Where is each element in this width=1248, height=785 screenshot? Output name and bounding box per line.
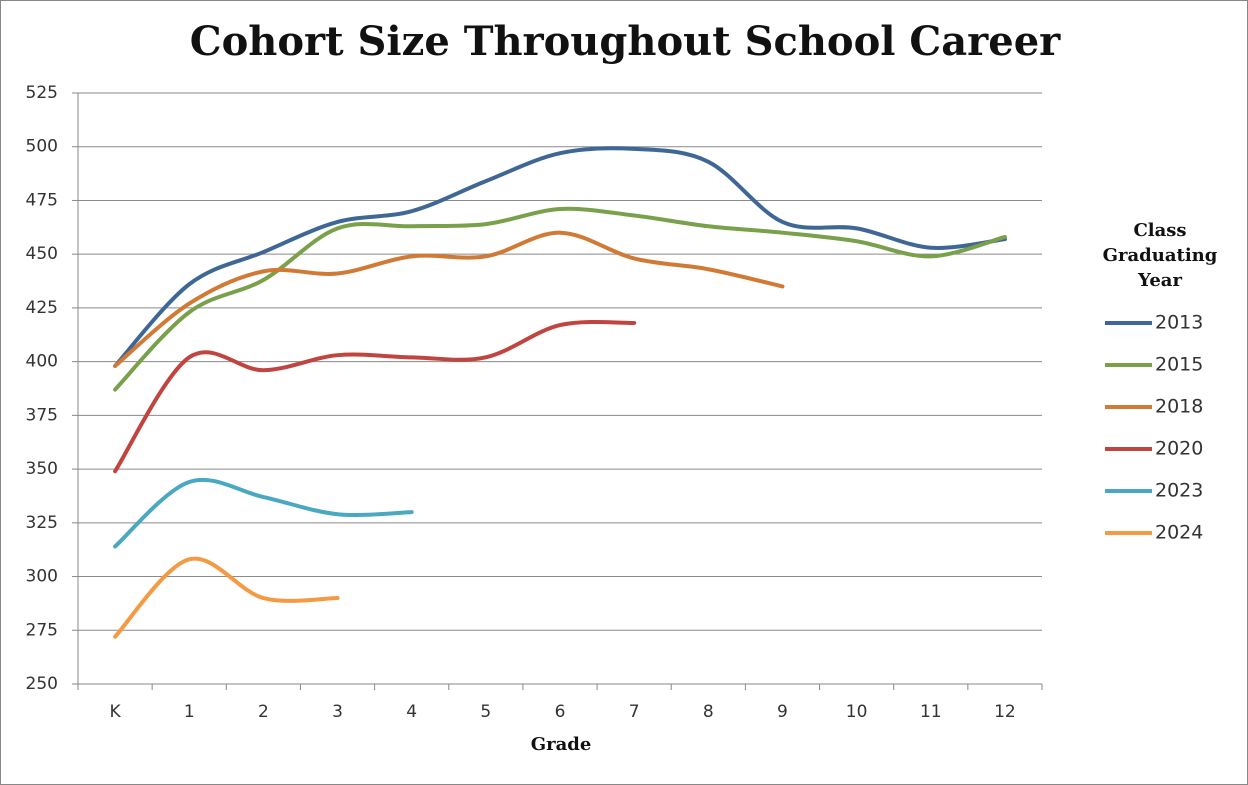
x-tick-label: 3 xyxy=(332,702,343,722)
chart-title: Cohort Size Throughout School Career xyxy=(190,18,1061,65)
x-tick-label: 7 xyxy=(629,702,640,722)
y-tick-label: 500 xyxy=(26,137,58,157)
series-line xyxy=(113,206,1007,392)
x-tick-label: 9 xyxy=(777,702,788,722)
series-line xyxy=(113,556,340,639)
x-tick-label: 8 xyxy=(703,702,714,722)
series-line xyxy=(113,146,1007,368)
x-tick-label: 6 xyxy=(555,702,566,722)
legend-label: 2018 xyxy=(1155,396,1203,418)
legend-label: 2020 xyxy=(1155,438,1203,460)
series-line xyxy=(113,230,785,368)
y-tick-label: 350 xyxy=(26,459,58,479)
y-tick-label: 450 xyxy=(26,244,58,264)
series-line xyxy=(113,319,637,474)
y-tick-label: 300 xyxy=(26,567,58,587)
y-tick-label: 325 xyxy=(26,513,58,533)
x-tick-label: 4 xyxy=(406,702,417,722)
y-tick-label: 525 xyxy=(26,83,58,103)
legend-title: Class Graduating Year xyxy=(1102,220,1218,291)
legend-label: 2024 xyxy=(1155,522,1203,544)
y-tick-label: 275 xyxy=(26,620,58,640)
x-tick-label: 1 xyxy=(184,702,195,722)
y-tick-label: 250 xyxy=(26,674,58,694)
x-tick-label: K xyxy=(109,702,121,722)
y-tick-label: 375 xyxy=(26,405,58,425)
y-tick-label: 400 xyxy=(26,352,58,372)
legend-label: 2023 xyxy=(1155,480,1203,502)
x-tick-label: 2 xyxy=(258,702,269,722)
y-tick-label: 475 xyxy=(26,190,58,210)
x-axis-label: Grade xyxy=(531,734,592,755)
y-tick-label: 425 xyxy=(26,298,58,318)
legend-label: 2015 xyxy=(1155,354,1203,376)
x-tick-label: 12 xyxy=(994,702,1016,722)
series-line xyxy=(113,477,414,549)
x-tick-label: 11 xyxy=(920,702,942,722)
x-tick-label: 5 xyxy=(480,702,491,722)
legend-label: 2013 xyxy=(1155,312,1203,334)
x-tick-label: 10 xyxy=(846,702,868,722)
